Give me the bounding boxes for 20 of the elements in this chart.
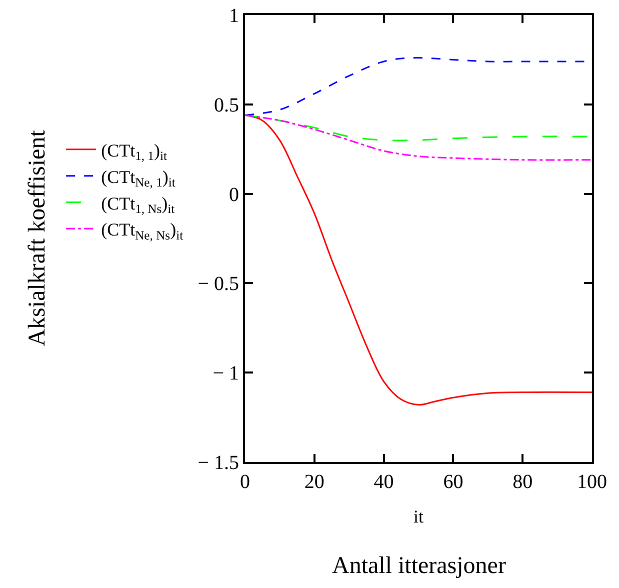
- y-tick-label: − 1: [212, 362, 239, 385]
- legend-label: (CTt$_{Ne, 1}$)$_{it}$: [101, 166, 176, 190]
- x-tick-label: 20: [304, 471, 324, 493]
- x-tick-label: 80: [512, 471, 533, 493]
- text: Antall itterasjoner: [332, 553, 506, 579]
- x-tick-label: 60: [443, 471, 464, 493]
- y-tick-label: 1: [229, 5, 239, 27]
- line-series: [245, 114, 592, 406]
- y-tick-label: 0: [229, 184, 239, 206]
- x-tick-label: 40: [374, 471, 394, 493]
- legend-label: (CTt$_{1, 1}$)$_{it}$: [101, 140, 168, 164]
- y-tick-label: 0.5: [214, 94, 239, 116]
- y-tick-label: − 0.5: [198, 273, 239, 296]
- line-series: [245, 114, 592, 161]
- x-tick-label: 100: [577, 471, 607, 493]
- text: Aksialkraft koeffisient: [24, 130, 50, 346]
- x-axis-title: it: [413, 506, 424, 527]
- legend-label: (CTt$_{Ne, Ns}$)$_{it}$: [101, 220, 184, 242]
- legend-label: (CTt$_{1, Ns}$)$_{it}$: [101, 193, 176, 216]
- y-tick-label: − 1.5: [198, 452, 239, 474]
